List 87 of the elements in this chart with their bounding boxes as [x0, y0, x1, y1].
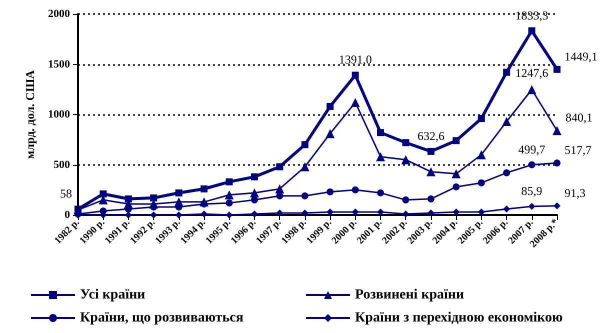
- legend-label: Усі країни: [80, 288, 146, 302]
- point: [478, 115, 485, 122]
- point: [427, 195, 434, 202]
- point: [452, 137, 460, 144]
- legend-label: Розвинені країни: [355, 288, 464, 302]
- point: [503, 205, 510, 212]
- point: [301, 209, 308, 216]
- point: [224, 190, 234, 200]
- point: [527, 85, 536, 94]
- point: [402, 210, 410, 218]
- point: [452, 208, 460, 216]
- data-label: 499,7: [518, 142, 546, 156]
- point: [528, 161, 536, 168]
- point: [200, 197, 209, 206]
- data-label: 58: [60, 186, 72, 201]
- point: [200, 185, 208, 192]
- point: [175, 189, 182, 196]
- point: [503, 169, 510, 176]
- data-label: 632,6: [417, 128, 444, 143]
- point: [275, 184, 284, 194]
- point: [301, 141, 308, 148]
- point: [377, 189, 384, 196]
- point: [427, 209, 434, 216]
- point: [352, 186, 359, 194]
- data-label: 91,3: [564, 186, 586, 200]
- point: [226, 178, 233, 186]
- point: [326, 208, 334, 216]
- point: [503, 68, 510, 76]
- point: [250, 188, 259, 198]
- point: [124, 212, 132, 218]
- point: [250, 173, 258, 180]
- data-label: 1833,3: [515, 8, 548, 22]
- point: [376, 152, 386, 162]
- point: [276, 209, 284, 216]
- y-tick-label: 1000: [48, 108, 70, 120]
- legend-label: Країни з перехідною економікою: [355, 310, 564, 326]
- point: [124, 195, 132, 202]
- point: [452, 183, 460, 190]
- y-axis-title: млрд. дол. США: [23, 70, 37, 159]
- point: [350, 98, 360, 107]
- point: [226, 199, 233, 206]
- point: [427, 148, 434, 155]
- point: [301, 192, 308, 200]
- point: [554, 159, 560, 166]
- data-label: 840,1: [566, 110, 592, 125]
- point: [401, 155, 410, 164]
- point: [352, 208, 359, 216]
- point: [352, 72, 359, 79]
- data-label: 1449,1: [564, 49, 598, 64]
- point: [200, 210, 208, 218]
- data-label: 1247,6: [515, 66, 548, 80]
- point: [326, 129, 335, 138]
- point: [226, 212, 233, 218]
- point: [426, 167, 436, 176]
- point: [377, 129, 384, 136]
- data-label: 1391,0: [338, 52, 372, 67]
- point: [502, 117, 512, 126]
- point: [100, 190, 107, 198]
- point: [250, 210, 258, 218]
- point: [377, 208, 384, 216]
- point: [150, 212, 158, 218]
- point: [276, 163, 284, 170]
- point: [478, 208, 485, 216]
- point: [402, 139, 410, 146]
- point: [276, 192, 284, 200]
- data-label: 517,7: [564, 142, 592, 157]
- point: [554, 202, 560, 210]
- y-tick-label: 1500: [48, 58, 70, 70]
- point: [402, 196, 410, 204]
- y-tick-label: 0: [64, 209, 70, 221]
- point: [528, 202, 536, 210]
- point: [478, 179, 485, 186]
- data-label: 85,9: [521, 184, 542, 198]
- point: [300, 162, 310, 172]
- point: [476, 150, 486, 160]
- point: [552, 126, 562, 136]
- point: [528, 27, 536, 34]
- y-tick-label: 2000: [48, 8, 70, 20]
- point: [554, 66, 560, 73]
- point: [174, 197, 184, 206]
- point: [150, 194, 158, 202]
- point: [175, 212, 182, 218]
- point: [452, 169, 461, 178]
- legend-label: Країни, що розвиваються: [80, 310, 244, 326]
- y-tick-label: 500: [54, 158, 70, 171]
- point: [326, 102, 334, 110]
- point: [326, 188, 334, 196]
